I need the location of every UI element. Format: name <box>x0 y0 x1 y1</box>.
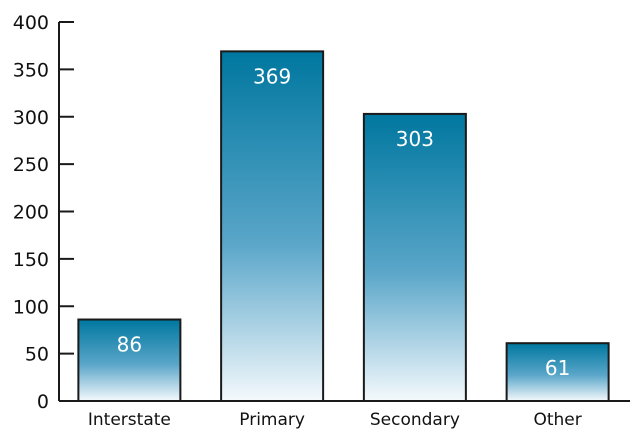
y-tick-label: 300 <box>13 107 49 129</box>
x-tick-label: Other <box>533 410 581 430</box>
y-tick-label: 0 <box>37 391 49 413</box>
data-label: 61 <box>545 356 570 380</box>
bar-interstate <box>77 318 182 403</box>
y-tick-label: 400 <box>13 12 49 34</box>
x-tick-label: Interstate <box>88 410 171 430</box>
labels: 0 50 100 150 200 250 300 350 400 86 Interstate 369 P… <box>13 12 582 430</box>
data-label: 86 <box>117 333 142 357</box>
y-tick-label: 50 <box>25 344 49 366</box>
bar-other <box>505 342 610 403</box>
y-tick-label: 250 <box>13 154 49 176</box>
x-tick-label: Primary <box>239 410 305 430</box>
bar-primary <box>220 50 325 403</box>
bars <box>77 50 610 403</box>
bar-secondary <box>362 112 467 402</box>
y-tick-label: 200 <box>13 202 49 224</box>
data-label: 303 <box>396 127 434 151</box>
y-tick-label: 150 <box>13 249 49 271</box>
x-tick-label: Secondary <box>370 410 460 430</box>
y-tick-label: 350 <box>13 59 49 81</box>
data-label: 369 <box>253 64 291 88</box>
y-tick-label: 100 <box>13 296 49 318</box>
